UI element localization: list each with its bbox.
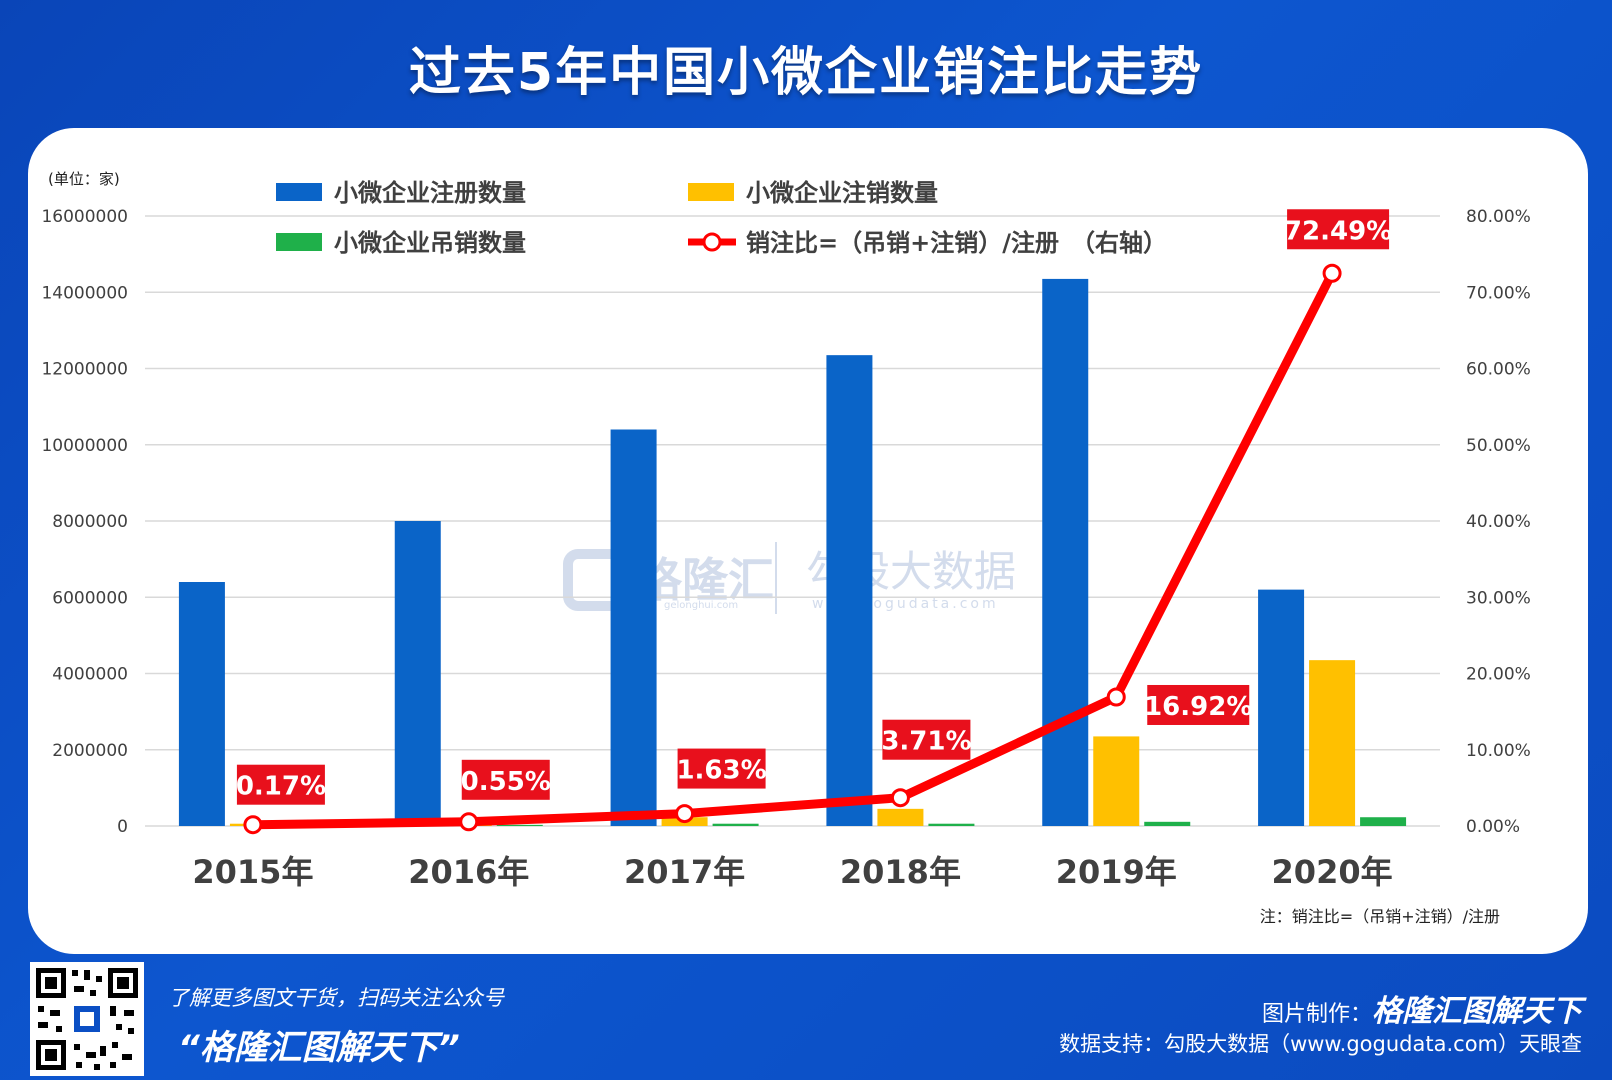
ratio-label-box [1147,684,1250,725]
watermark-brand-url: gelonghui.com [664,600,738,611]
right-axis-tick-label: 60.00% [1466,360,1531,380]
left-axis-tick-label: 6000000 [52,588,128,608]
x-axis-tick-label: 2020年 [1272,853,1393,891]
right-axis-tick-label: 0.00% [1466,817,1520,837]
chart-note: 注：销注比=（吊销+注销）/注册 [1260,907,1500,926]
bar [1309,660,1356,826]
ratio-point [243,815,263,835]
legend-label: 销注比=（吊销+注销）/注册 （右轴） [746,229,1167,257]
ratio-label-box [461,759,550,800]
left-axis-tick-label: 14000000 [41,283,128,303]
bar [496,824,543,826]
watermark-brand: 格隆汇 [636,553,774,607]
bar [610,429,657,826]
ratio-point [1106,687,1126,707]
qr-code[interactable] [30,962,144,1076]
unit-label: (单位：家) [48,170,120,188]
bar [1042,278,1089,826]
left-axis-tick-label: 10000000 [41,436,128,456]
ratio-point [459,812,479,832]
legend-label: 小微企业注册数量 [334,179,526,207]
ratio-label: 1.63% [676,756,766,786]
ratio-label: 0.17% [236,772,326,802]
left-axis-tick-label: 4000000 [52,665,128,685]
bar [178,582,225,826]
ratio-label-box [236,764,325,805]
ratio-label: 72.49% [1284,216,1392,246]
ratio-label: 3.71% [881,727,971,757]
legend-swatch [688,183,734,201]
left-axis-tick-label: 8000000 [52,512,128,532]
right-axis-tick-label: 80.00% [1466,207,1531,227]
right-axis-tick-label: 30.00% [1466,588,1531,608]
bar [928,823,975,826]
legend-swatch [276,183,322,201]
footer-data-support: 数据支持：勾股大数据（www.gogudata.com）天眼查 [1059,1032,1582,1056]
legend-swatch [276,233,322,251]
right-axis-tick-label: 70.00% [1466,283,1531,303]
ratio-label: 0.55% [461,767,551,797]
ratio-point [675,804,695,824]
chart-card: 格隆汇 gelonghui.com 勾股大数据 www.gogudata.com 160… [28,128,1588,954]
x-axis-tick-label: 2017年 [624,853,745,891]
bar [394,521,441,826]
bar [1258,589,1305,826]
ratio-label-box [1287,209,1390,250]
ratio-label-box [882,719,971,760]
bar [712,823,759,826]
x-axis-tick-label: 2015年 [192,853,313,891]
qr-code-icon [36,968,138,1070]
legend-label: 小微企业注销数量 [746,179,938,207]
footer-credit-brand: 格隆汇图解天下 [1372,994,1582,1029]
footer-promo-text: 了解更多图文干货，扫码关注公众号 [168,986,504,1010]
bar [1360,817,1407,826]
chart-svg: 格隆汇gelonghui.com勾股大数据www.gogudata.com160… [41,170,1531,926]
ratio-label-box [677,748,766,789]
bar [826,355,873,826]
left-axis-tick-label: 0 [117,817,128,837]
footer-credit: 图片制作：格隆汇图解天下 [1262,986,1582,1030]
chart-title: 过去5年中国小微企业销注比走势 [408,43,1204,103]
left-axis-tick-label: 16000000 [41,207,128,227]
right-axis-tick-label: 20.00% [1466,665,1531,685]
ratio-line [248,268,1337,830]
ratio-label: 16.92% [1144,692,1252,722]
ratio-point [890,788,910,808]
legend-label: 小微企业吊销数量 [334,229,526,257]
right-axis-tick-label: 10.00% [1466,741,1531,761]
bar [1144,821,1191,826]
right-axis-tick-label: 40.00% [1466,512,1531,532]
x-axis-tick-label: 2019年 [1056,853,1177,891]
left-axis-tick-label: 2000000 [52,741,128,761]
legend-line-marker [702,232,722,252]
ratio-point [1322,263,1342,283]
footer-credit-label: 图片制作： [1261,1002,1372,1027]
bar [877,808,924,826]
bar [1093,736,1140,826]
right-axis-tick-label: 50.00% [1466,436,1531,456]
x-axis-tick-label: 2018年 [840,853,961,891]
left-axis-tick-label: 12000000 [41,360,128,380]
footer-account-name: “格隆汇图解天下” [178,1028,460,1068]
x-axis-tick-label: 2016年 [408,853,529,891]
